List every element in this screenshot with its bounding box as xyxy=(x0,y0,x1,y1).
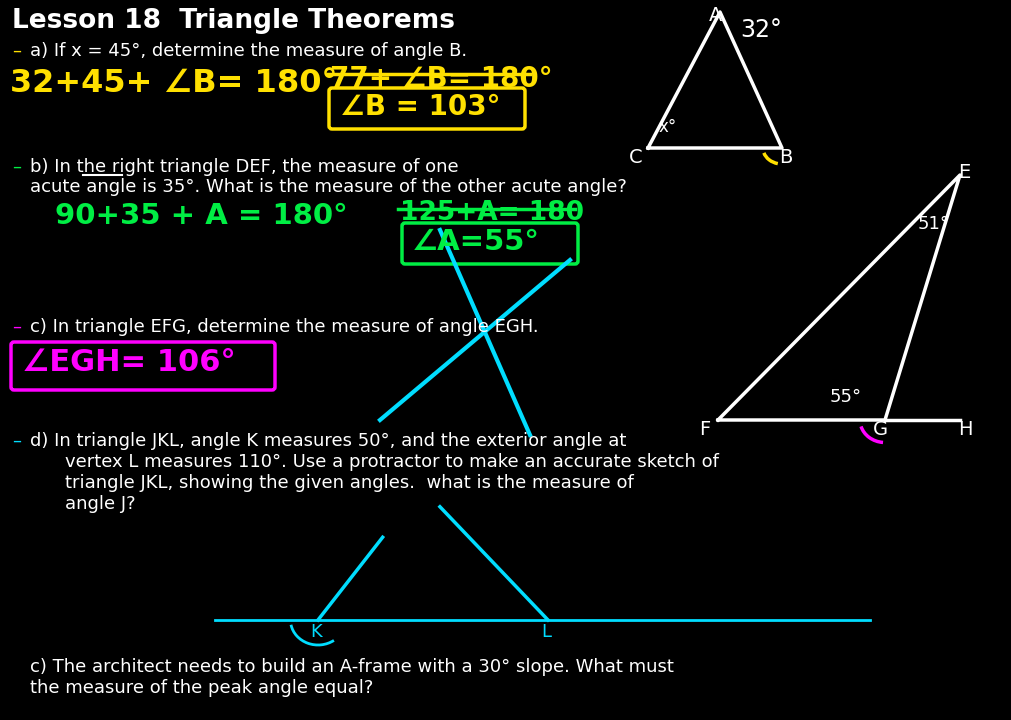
Text: –: – xyxy=(12,318,21,336)
Text: H: H xyxy=(958,420,973,439)
Text: 51°: 51° xyxy=(918,215,950,233)
Text: 125+A= 180: 125+A= 180 xyxy=(400,200,584,226)
Text: acute angle is 35°. What is the measure of the other acute angle?: acute angle is 35°. What is the measure … xyxy=(30,178,627,196)
Text: a) If x = 45°, determine the measure of angle B.: a) If x = 45°, determine the measure of … xyxy=(30,42,467,60)
Text: L: L xyxy=(541,623,551,641)
Text: B: B xyxy=(779,148,793,167)
Text: ∠EGH= 106°: ∠EGH= 106° xyxy=(22,348,236,377)
Text: 90+35 + A = 180°: 90+35 + A = 180° xyxy=(55,202,348,230)
Text: –: – xyxy=(12,432,21,450)
Text: x°: x° xyxy=(659,118,677,136)
Text: K: K xyxy=(310,623,321,641)
Text: A: A xyxy=(710,6,723,25)
Text: vertex L measures 110°. Use a protractor to make an accurate sketch of: vertex L measures 110°. Use a protractor… xyxy=(65,453,719,471)
Text: –: – xyxy=(12,42,21,60)
Text: E: E xyxy=(958,163,971,182)
Text: Lesson 18  Triangle Theorems: Lesson 18 Triangle Theorems xyxy=(12,8,455,34)
Text: triangle JKL, showing the given angles.  what is the measure of: triangle JKL, showing the given angles. … xyxy=(65,474,634,492)
Text: 32+45+ ∠B= 180°: 32+45+ ∠B= 180° xyxy=(10,68,338,99)
Text: 77+ ∠B= 180°: 77+ ∠B= 180° xyxy=(330,65,553,93)
Text: c) In triangle EFG, determine the measure of angle EGH.: c) In triangle EFG, determine the measur… xyxy=(30,318,539,336)
Text: ∠A=55°: ∠A=55° xyxy=(412,228,540,256)
Text: c) The architect needs to build an A-frame with a 30° slope. What must: c) The architect needs to build an A-fra… xyxy=(30,658,674,676)
Text: 32°: 32° xyxy=(740,18,782,42)
Text: the measure of the peak angle equal?: the measure of the peak angle equal? xyxy=(30,679,373,697)
Text: F: F xyxy=(700,420,711,439)
Text: –: – xyxy=(12,158,21,176)
Text: angle J?: angle J? xyxy=(65,495,135,513)
Text: ∠B = 103°: ∠B = 103° xyxy=(340,93,500,121)
Text: d) In triangle JKL, angle K measures 50°, and the exterior angle at: d) In triangle JKL, angle K measures 50°… xyxy=(30,432,627,450)
Text: 55°: 55° xyxy=(830,388,862,406)
Text: b) In the right triangle DEF, the measure of one: b) In the right triangle DEF, the measur… xyxy=(30,158,459,176)
Text: G: G xyxy=(872,420,888,439)
Text: C: C xyxy=(629,148,643,167)
